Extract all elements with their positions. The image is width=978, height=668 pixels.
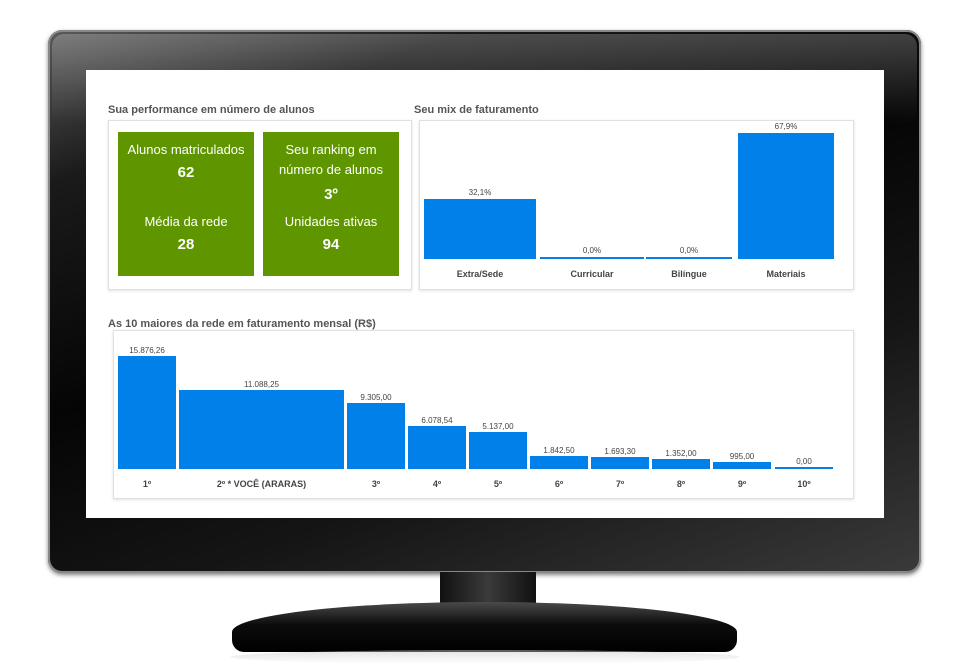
mix-bar bbox=[646, 257, 732, 259]
enrolled-value: 62 bbox=[177, 164, 195, 181]
active-units-label: Unidades ativas bbox=[284, 214, 378, 229]
top10-value-label: 0,00 bbox=[796, 457, 812, 466]
top10-rank-label: 10º bbox=[797, 479, 811, 489]
top10-title: As 10 maiores da rede em faturamento men… bbox=[108, 318, 376, 330]
top10-bar bbox=[469, 432, 527, 469]
top10-rank-label: 6º bbox=[554, 479, 564, 489]
network-average-value: 28 bbox=[177, 236, 195, 253]
enrolled-label: Alunos matriculados bbox=[127, 142, 245, 157]
top10-rank-label: 4º bbox=[432, 479, 442, 489]
network-average-label: Média da rede bbox=[144, 214, 228, 229]
top10-value-label: 11.088,25 bbox=[244, 379, 279, 389]
mix-bar bbox=[424, 199, 536, 259]
top10-value-label: 1.842,50 bbox=[543, 445, 575, 455]
ranking-value: 3º bbox=[324, 186, 338, 203]
top10-value-label: 1.693,30 bbox=[604, 446, 636, 456]
performance-panel: Alunos matriculados 62 Média da rede 28 … bbox=[108, 120, 412, 290]
mix-value-label: 0,0% bbox=[679, 246, 699, 255]
mix-title: Seu mix de faturamento bbox=[414, 104, 539, 116]
top10-rank-label: 2º * VOCÊ (ARARAS) bbox=[216, 479, 307, 489]
enrollment-tile: Alunos matriculados 62 Média da rede 28 bbox=[118, 132, 254, 276]
mix-category-label: Curricular bbox=[570, 269, 614, 279]
top10-rank-label: 1º bbox=[142, 479, 152, 489]
monitor-base bbox=[232, 602, 737, 652]
top10-value-label: 995,00 bbox=[729, 451, 755, 461]
top10-bar bbox=[530, 455, 588, 469]
top10-value-label: 1.352,00 bbox=[665, 449, 697, 459]
mix-bar bbox=[738, 132, 834, 259]
top10-bar bbox=[591, 456, 649, 469]
top10-bar bbox=[179, 389, 344, 469]
top10-bar bbox=[347, 402, 405, 469]
top10-rank-label: 7º bbox=[615, 479, 625, 489]
ranking-tile: Seu ranking em número de alunos 3º Unida… bbox=[263, 132, 399, 276]
top10-rank-label: 5º bbox=[493, 479, 503, 489]
top10-rank-label: 3º bbox=[371, 479, 381, 489]
top10-bar bbox=[118, 355, 176, 469]
performance-title: Sua performance em número de alunos bbox=[108, 104, 315, 116]
top10-bar bbox=[775, 467, 833, 469]
ranking-label: Seu ranking em número de alunos bbox=[278, 142, 384, 177]
mix-category-label: Materiais bbox=[766, 269, 806, 279]
monitor-base-reflection bbox=[230, 650, 740, 664]
active-units-value: 94 bbox=[322, 236, 340, 253]
top10-rank-label: 8º bbox=[676, 479, 686, 489]
mix-value-label: 0,0% bbox=[582, 246, 602, 255]
top10-bar bbox=[408, 425, 466, 469]
top10-bar bbox=[652, 459, 710, 469]
top10-rank-label: 9º bbox=[737, 479, 747, 489]
mix-chart-panel: 32,1% Extra/Sede 0,0% Curricular 0,0% Bilíngu… bbox=[419, 120, 854, 290]
mix-category-label: Extra/Sede bbox=[456, 269, 504, 279]
mix-value-label: 32,1% bbox=[468, 188, 492, 198]
mix-category-label: Bilíngue bbox=[671, 269, 707, 279]
mix-value-label: 67,9% bbox=[774, 121, 798, 131]
top10-chart-panel: 15.876,26 1º 11.088,25 2º * VOCÊ (ARARAS) 9.… bbox=[113, 330, 854, 499]
top10-value-label: 9.305,00 bbox=[360, 392, 392, 402]
top10-value-label: 5.137,00 bbox=[482, 422, 514, 432]
top10-value-label: 15.876,26 bbox=[129, 345, 165, 355]
top10-value-label: 6.078,54 bbox=[421, 415, 453, 425]
dashboard-screen: Sua performance em número de alunos Alun… bbox=[86, 70, 884, 518]
top10-bar bbox=[713, 461, 771, 469]
mix-bar bbox=[540, 257, 644, 259]
